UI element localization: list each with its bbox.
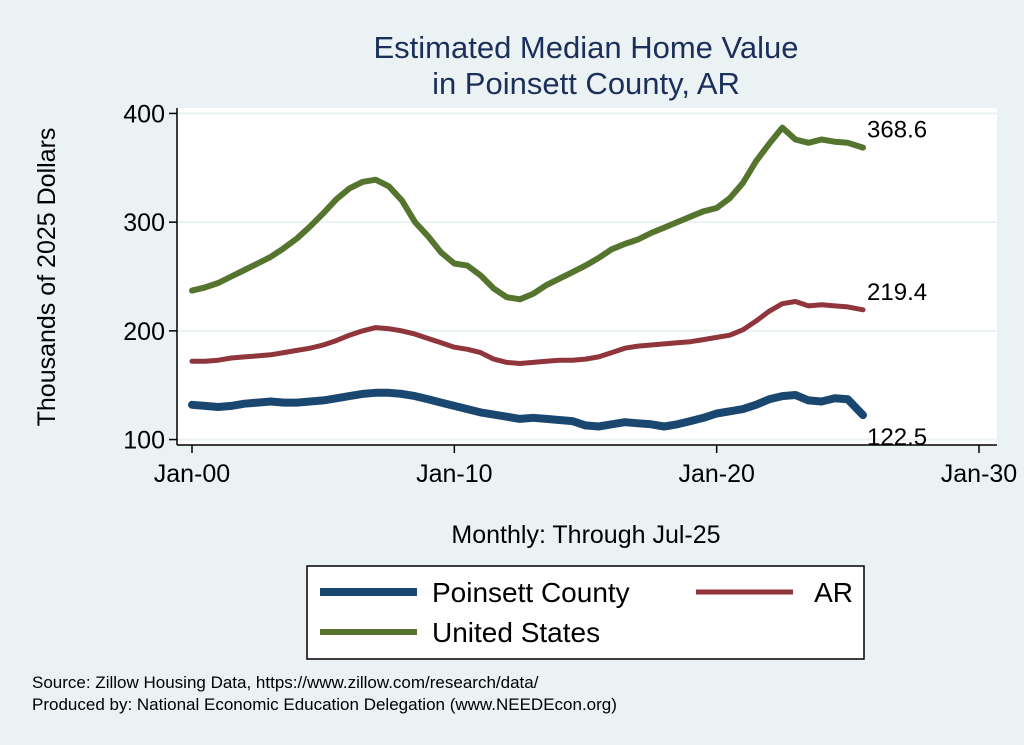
y-axis-label: Thousands of 2025 Dollars — [33, 128, 61, 427]
legend-label: AR — [814, 577, 853, 608]
series-line — [189, 124, 866, 303]
y-tick-label: 100 — [123, 427, 165, 455]
x-tick-label: Jan-00 — [154, 460, 230, 488]
x-tick-label: Jan-10 — [416, 460, 492, 488]
legend-label: United States — [432, 617, 600, 648]
chart-title-line-2: in Poinsett County, AR — [432, 66, 740, 101]
legend-label: Poinsett County — [432, 577, 630, 608]
y-tick-label: 200 — [123, 318, 165, 346]
plot-area — [177, 108, 997, 445]
axes: 100 200 300 400 Jan-00 Jan-10 Jan-20 Jan-30 — [123, 100, 1017, 488]
y-tick-label: 300 — [123, 209, 165, 237]
legend: Poinsett County AR United States — [320, 577, 853, 648]
series-line — [189, 299, 866, 366]
x-tick-label: Jan-20 — [678, 460, 754, 488]
source-line-2: Produced by: National Economic Education… — [32, 695, 617, 714]
chart-title-line-1: Estimated Median Home Value — [373, 30, 798, 65]
source-line-1: Source: Zillow Housing Data, https://www… — [32, 673, 539, 692]
series-line — [188, 388, 867, 431]
x-tick-label: Jan-30 — [941, 460, 1017, 488]
legend-box — [306, 565, 865, 660]
end-value-label: 368.6 — [867, 117, 927, 144]
end-value-label: 122.5 — [867, 424, 927, 451]
y-tick-label: 400 — [123, 100, 165, 128]
x-axis-label: Monthly: Through Jul-25 — [451, 521, 720, 549]
end-value-label: 219.4 — [867, 279, 927, 306]
series-lines — [188, 124, 867, 431]
end-labels: 122.5 219.4 368.6 — [867, 117, 927, 452]
